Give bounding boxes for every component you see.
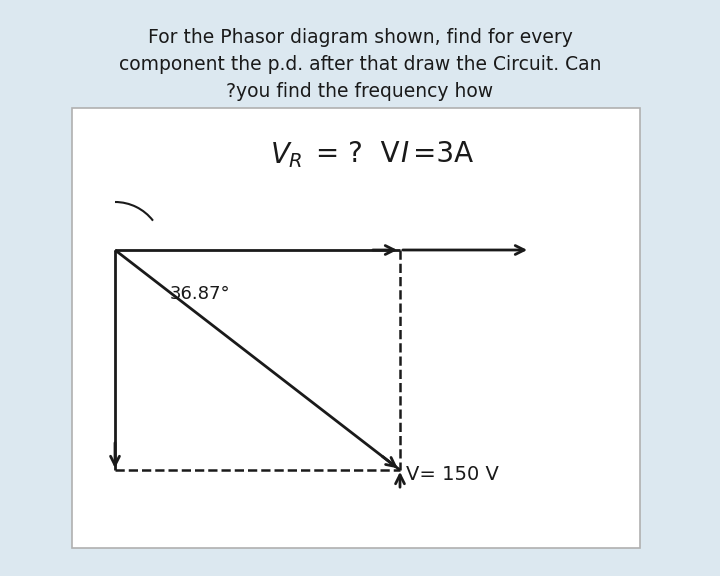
Text: $I$: $I$ bbox=[400, 140, 410, 168]
Text: $V_R$: $V_R$ bbox=[270, 140, 302, 170]
Text: = ?  V: = ? V bbox=[307, 140, 418, 168]
Text: For the Phasor diagram shown, find for every: For the Phasor diagram shown, find for e… bbox=[148, 28, 572, 47]
Bar bbox=[72, 108, 640, 548]
Text: V= 150 V: V= 150 V bbox=[406, 464, 499, 483]
Text: 36.87°: 36.87° bbox=[170, 285, 230, 303]
Text: ?you find the frequency how: ?you find the frequency how bbox=[226, 82, 494, 101]
Text: =3A: =3A bbox=[413, 140, 473, 168]
Text: component the p.d. after that draw the Circuit. Can: component the p.d. after that draw the C… bbox=[119, 55, 601, 74]
